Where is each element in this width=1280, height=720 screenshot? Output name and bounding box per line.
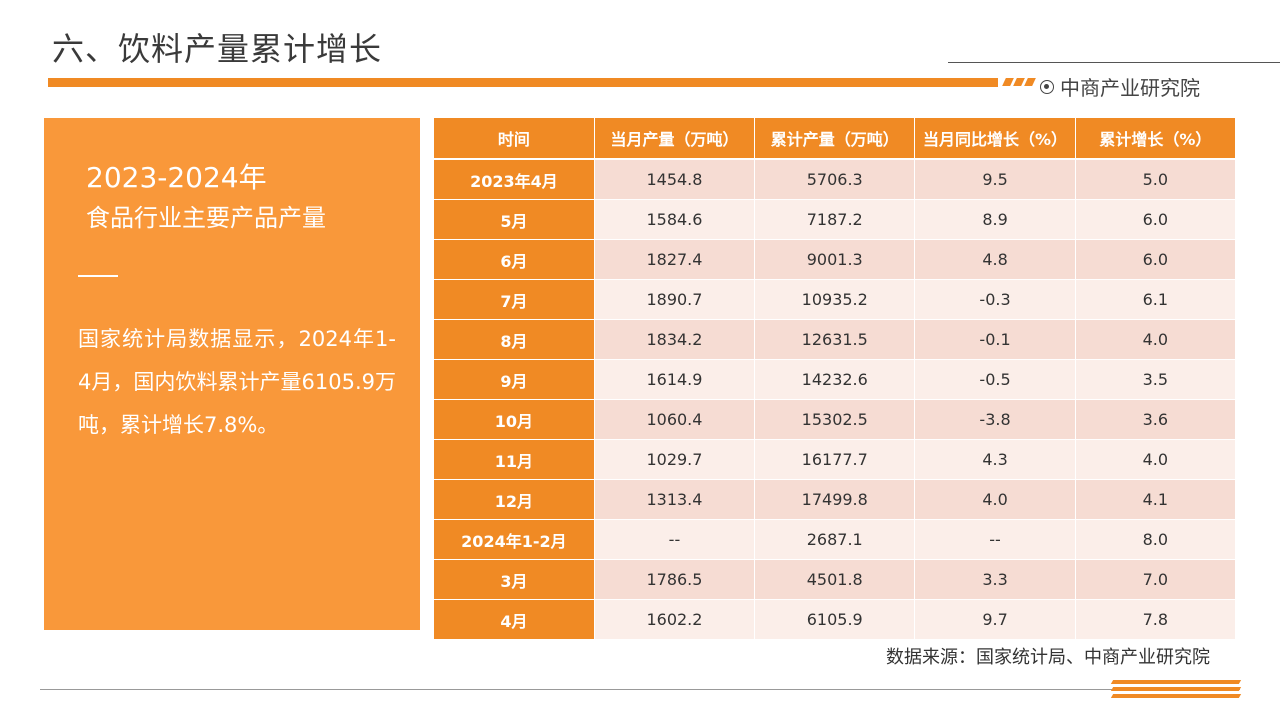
cumulative-growth-cell: 7.0 [1075,559,1237,600]
cumulative-output-cell: 17499.8 [754,479,916,520]
header-cumulative-output: 累计产量（万吨） [754,118,916,160]
monthly-yoy-cell: -0.3 [914,279,1076,320]
monthly-output-cell: 1060.4 [594,399,756,440]
header-monthly-output: 当月产量（万吨） [594,118,756,160]
time-cell: 2023年4月 [434,159,595,200]
table-row: 9月 1614.9 14232.6 -0.5 3.5 [434,359,1237,400]
time-cell: 10月 [434,399,595,440]
monthly-yoy-cell: 4.8 [914,239,1076,280]
table-row: 5月 1584.6 7187.2 8.9 6.0 [434,199,1237,240]
cumulative-growth-cell: 4.1 [1075,479,1237,520]
time-cell: 8月 [434,319,595,360]
page-title: 六、饮料产量累计增长 [52,30,383,68]
monthly-yoy-cell: 9.7 [914,599,1076,640]
brand-name: 中商产业研究院 [1060,76,1200,100]
time-cell: 12月 [434,479,595,520]
monthly-output-cell: 1786.5 [594,559,756,600]
panel-description: 国家统计局数据显示，2024年1-4月，国内饮料累计产量6105.9万吨，累计增… [78,327,396,437]
cumulative-output-cell: 9001.3 [754,239,916,280]
monthly-output-cell: 1454.8 [594,159,756,200]
table-body: 2023年4月 1454.8 5706.3 9.5 5.0 5月 1584.6 7187.2 8… [434,159,1237,640]
cumulative-output-cell: 14232.6 [754,359,916,400]
time-cell: 2024年1-2月 [434,519,595,560]
monthly-output-cell: 1029.7 [594,439,756,480]
monthly-yoy-cell: 3.3 [914,559,1076,600]
table-row: 3月 1786.5 4501.8 3.3 7.0 [434,559,1237,600]
table-row: 11月 1029.7 16177.7 4.3 4.0 [434,439,1237,480]
header-monthly-yoy: 当月同比增长（%） [914,118,1076,160]
monthly-output-cell: 1584.6 [594,199,756,240]
monthly-yoy-cell: 4.0 [914,479,1076,520]
monthly-output-cell: 1614.9 [594,359,756,400]
data-source: 数据来源：国家统计局、中商产业研究院 [886,647,1210,668]
table-row: 2023年4月 1454.8 5706.3 9.5 5.0 [434,159,1237,200]
cumulative-output-cell: 6105.9 [754,599,916,640]
footer-stripes [1110,680,1242,698]
cumulative-output-cell: 10935.2 [754,279,916,320]
table-header-row: 时间 当月产量（万吨） 累计产量（万吨） 当月同比增长（%） 累计增长（%） [434,118,1237,160]
monthly-yoy-cell: -3.8 [914,399,1076,440]
monthly-yoy-cell: -0.1 [914,319,1076,360]
cumulative-growth-cell: 4.0 [1075,319,1237,360]
cumulative-output-cell: 7187.2 [754,199,916,240]
monthly-output-cell: 1890.7 [594,279,756,320]
table-row: 10月 1060.4 15302.5 -3.8 3.6 [434,399,1237,440]
panel-title-subject: 食品行业主要产品产量 [86,204,326,232]
time-cell: 6月 [434,239,595,280]
table-row: 4月 1602.2 6105.9 9.7 7.8 [434,599,1237,640]
cumulative-output-cell: 12631.5 [754,319,916,360]
cumulative-growth-cell: 3.5 [1075,359,1237,400]
table-row: 12月 1313.4 17499.8 4.0 4.1 [434,479,1237,520]
cumulative-growth-cell: 6.0 [1075,239,1237,280]
monthly-yoy-cell: -0.5 [914,359,1076,400]
cumulative-growth-cell: 4.0 [1075,439,1237,480]
brand-logo: 中商产业研究院 [1040,72,1200,101]
cumulative-growth-cell: 8.0 [1075,519,1237,560]
cumulative-output-cell: 16177.7 [754,439,916,480]
time-cell: 9月 [434,359,595,400]
monthly-output-cell: 1834.2 [594,319,756,360]
table-row: 7月 1890.7 10935.2 -0.3 6.1 [434,279,1237,320]
cumulative-output-cell: 15302.5 [754,399,916,440]
header-rule [948,62,1280,63]
table-row: 8月 1834.2 12631.5 -0.1 4.0 [434,319,1237,360]
time-cell: 4月 [434,599,595,640]
cumulative-output-cell: 5706.3 [754,159,916,200]
time-cell: 3月 [434,559,595,600]
title-underline-bar [48,78,998,87]
monthly-yoy-cell: -- [914,519,1076,560]
summary-panel: 2023-2024年 食品行业主要产品产量 国家统计局数据显示，2024年1-4… [44,118,420,630]
cumulative-output-cell: 4501.8 [754,559,916,600]
cumulative-growth-cell: 6.1 [1075,279,1237,320]
monthly-output-cell: 1827.4 [594,239,756,280]
time-cell: 11月 [434,439,595,480]
cumulative-growth-cell: 6.0 [1075,199,1237,240]
cumulative-growth-cell: 5.0 [1075,159,1237,200]
time-cell: 7月 [434,279,595,320]
panel-divider [78,275,118,277]
time-cell: 5月 [434,199,595,240]
panel-title-year: 2023-2024年 [86,161,267,194]
cumulative-output-cell: 2687.1 [754,519,916,560]
monthly-output-cell: 1602.2 [594,599,756,640]
cumulative-growth-cell: 3.6 [1075,399,1237,440]
header-cumulative-growth: 累计增长（%） [1075,118,1237,160]
header-time: 时间 [434,118,595,160]
brand-circle-icon [1040,79,1054,94]
production-table: 时间 当月产量（万吨） 累计产量（万吨） 当月同比增长（%） 累计增长（%） 2… [434,118,1237,640]
monthly-yoy-cell: 4.3 [914,439,1076,480]
monthly-output-cell: 1313.4 [594,479,756,520]
monthly-yoy-cell: 9.5 [914,159,1076,200]
decorative-stripes [1002,78,1036,86]
table-row: 2024年1-2月 -- 2687.1 -- 8.0 [434,519,1237,560]
monthly-output-cell: -- [594,519,756,560]
footer-rule [40,689,1240,690]
cumulative-growth-cell: 7.8 [1075,599,1237,640]
table-row: 6月 1827.4 9001.3 4.8 6.0 [434,239,1237,280]
monthly-yoy-cell: 8.9 [914,199,1076,240]
